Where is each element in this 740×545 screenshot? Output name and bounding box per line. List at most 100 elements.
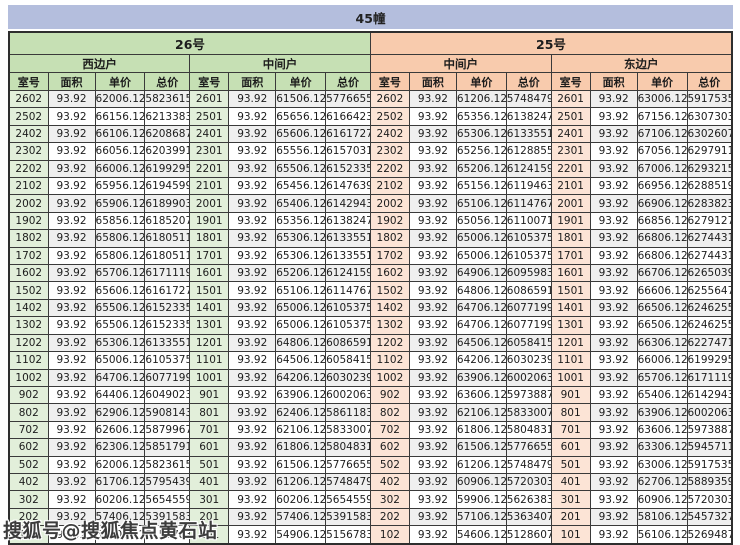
total-price-cell: 5833007 xyxy=(505,403,552,422)
room-cell: 601 xyxy=(189,438,230,457)
total-price-cell: 6114767 xyxy=(505,194,552,213)
unit-price-cell: 64706.12 xyxy=(455,316,507,335)
area-cell: 93.92 xyxy=(408,368,457,387)
total-price-cell: 6227471 xyxy=(686,333,733,353)
unit-price-cell: 63906.12 xyxy=(455,368,507,387)
unit-price-cell: 65106.12 xyxy=(455,194,507,213)
area-cell: 93.92 xyxy=(589,455,638,474)
unit-type-header-row: 西边户 中间户 中间户 东边户 xyxy=(8,54,733,73)
total-price-cell: 6133551 xyxy=(325,246,371,266)
room-cell: 501 xyxy=(189,455,230,474)
area-cell: 93.92 xyxy=(589,124,638,144)
area-cell: 93.92 xyxy=(47,438,96,457)
unit-price-cell: 62606.12 xyxy=(94,420,146,440)
total-price-cell: 6105375 xyxy=(325,316,371,335)
area-cell: 93.92 xyxy=(228,438,277,457)
total-price-cell: 6086591 xyxy=(325,333,371,353)
room-cell: 401 xyxy=(189,472,230,492)
unit-price-cell: 65506.12 xyxy=(94,298,146,318)
total-price-cell: 5945711 xyxy=(686,438,733,457)
unit-price-cell: 63006.12 xyxy=(636,455,688,474)
unit-price-cell: 65106.12 xyxy=(275,281,327,300)
table-row: 802 93.92 62906.12 5908143 801 93.92 62406.12 5… xyxy=(8,403,733,422)
watermark: 搜狐号@搜狐焦点黄石站 xyxy=(3,520,218,542)
room-cell: 2202 xyxy=(369,159,410,179)
room-cell: 701 xyxy=(189,420,230,440)
area-cell: 93.92 xyxy=(47,525,96,545)
total-price-cell: 5457327 xyxy=(686,507,733,527)
total-price-cell: 6002063 xyxy=(325,385,371,405)
room-cell: 1102 xyxy=(8,351,49,370)
area-cell: 93.92 xyxy=(228,107,277,126)
table-row: 2402 93.92 66106.12 6208687 2401 93.92 65606.1… xyxy=(8,124,733,144)
unit-price-cell: 61506.12 xyxy=(275,89,327,109)
total-price-cell: 6105375 xyxy=(505,246,552,266)
total-price-cell: 6077199 xyxy=(505,298,552,318)
room-cell: 1001 xyxy=(189,368,230,387)
unit-price-cell: 65306.12 xyxy=(455,124,507,144)
area-cell: 93.92 xyxy=(589,385,638,405)
area-cell: 93.92 xyxy=(228,281,277,300)
area-cell: 93.92 xyxy=(47,107,96,126)
room-cell: 1201 xyxy=(550,333,591,353)
table-row: 1502 93.92 65606.12 6161727 1501 93.92 65106.1… xyxy=(8,281,733,300)
area-cell: 93.92 xyxy=(408,438,457,457)
area-cell: 93.92 xyxy=(408,246,457,266)
table-row: 202 93.92 57406.12 5391583 201 93.92 57406.12 5… xyxy=(8,507,733,527)
unit-price-cell: 62106.12 xyxy=(455,403,507,422)
area-cell: 93.92 xyxy=(47,351,96,370)
room-cell: 801 xyxy=(189,403,230,422)
room-cell: 1301 xyxy=(189,316,230,335)
unit-price-cell: 65006.12 xyxy=(94,351,146,370)
room-cell: 801 xyxy=(550,403,591,422)
total-price-cell: 6114767 xyxy=(325,281,371,300)
total-price-cell: 6133551 xyxy=(325,229,371,248)
unit-price-cell: 66106.12 xyxy=(94,124,146,144)
total-price-cell: 6274431 xyxy=(686,229,733,248)
total-price-cell: 5720303 xyxy=(505,472,552,492)
room-cell: 1001 xyxy=(550,368,591,387)
column-header-room: 室号 xyxy=(189,72,230,91)
column-header-room: 室号 xyxy=(8,72,49,91)
total-price-cell: 6307303 xyxy=(686,107,733,126)
total-price-cell: 6002063 xyxy=(686,403,733,422)
total-price-cell: 5128607 xyxy=(505,525,552,545)
total-price-cell: 6105375 xyxy=(144,351,191,370)
column-header-total-price: 总价 xyxy=(144,72,191,91)
column-header-row: 室号 面积 单价 总价 室号 面积 单价 总价 室号 面积 单价 总价 室号 面积 单价 总价 xyxy=(8,72,733,91)
total-price-cell: 5776655 xyxy=(325,89,371,109)
unit-price-cell: 62406.12 xyxy=(275,403,327,422)
room-cell: 1902 xyxy=(369,211,410,231)
column-header-area: 面积 xyxy=(47,72,96,91)
unit-price-cell: 60206.12 xyxy=(275,490,327,509)
total-price-cell: 6288519 xyxy=(686,177,733,196)
area-cell: 93.92 xyxy=(408,229,457,248)
table-row: 1602 93.92 65706.12 6171119 1601 93.92 65206.1… xyxy=(8,264,733,283)
total-price-cell: 5823615 xyxy=(144,89,191,109)
area-cell: 93.92 xyxy=(589,89,638,109)
total-price-cell: 5269487 xyxy=(686,525,733,545)
unit-price-cell: 65056.12 xyxy=(455,211,507,231)
area-cell: 93.92 xyxy=(47,264,96,283)
total-price-cell: 6105375 xyxy=(325,298,371,318)
unit-price-cell: 65306.12 xyxy=(275,229,327,248)
column-header-area: 面积 xyxy=(408,72,457,91)
unit-price-cell: 66706.12 xyxy=(636,264,688,283)
total-price-cell: 6152335 xyxy=(144,298,191,318)
unit-price-cell: 65856.12 xyxy=(94,211,146,231)
area-cell: 93.92 xyxy=(47,246,96,266)
area-cell: 93.92 xyxy=(47,177,96,196)
area-cell: 93.92 xyxy=(408,142,457,161)
unit-price-cell: 63906.12 xyxy=(636,403,688,422)
total-price-cell: 6030239 xyxy=(505,351,552,370)
room-cell: 2002 xyxy=(369,194,410,213)
table-row: 2202 93.92 66006.12 6199295 2201 93.92 65506.1… xyxy=(8,159,733,179)
total-price-cell: 6279127 xyxy=(686,211,733,231)
room-cell: 201 xyxy=(189,507,230,527)
table-row: 402 93.92 61706.12 5795439 401 93.92 61206.12 5… xyxy=(8,472,733,492)
table-row: 702 93.92 62606.12 5879967 701 93.92 62106.12 5… xyxy=(8,420,733,440)
room-cell: 502 xyxy=(8,455,49,474)
total-price-cell: 6142943 xyxy=(325,194,371,213)
unit-price-cell: 66056.12 xyxy=(94,142,146,161)
unit-price-cell: 61506.12 xyxy=(455,438,507,457)
